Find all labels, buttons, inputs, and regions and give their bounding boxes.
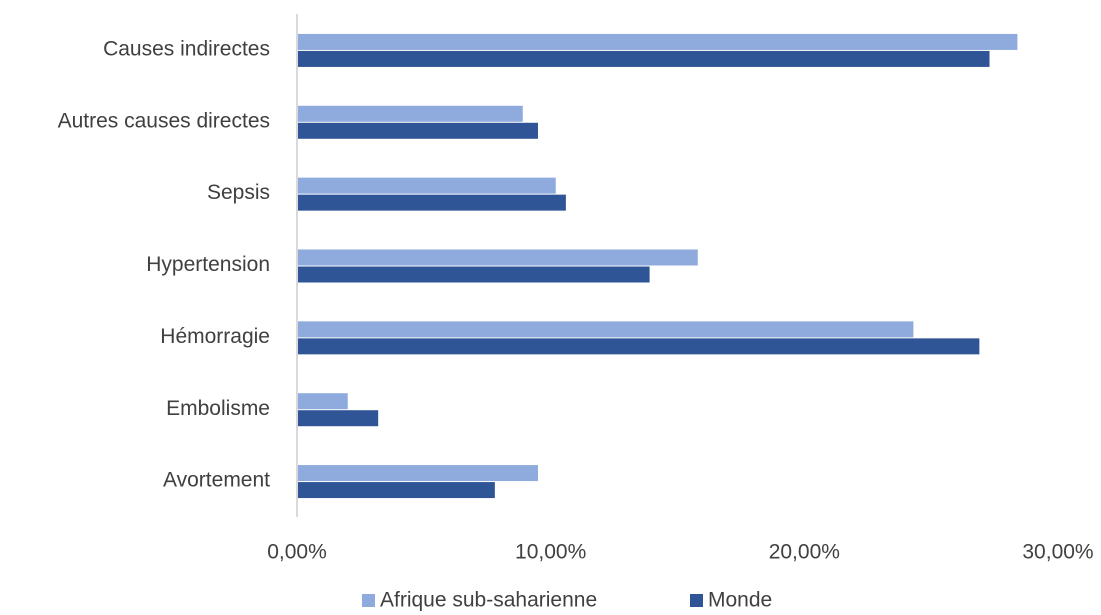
bar (297, 249, 698, 266)
x-tick-label: 0,00% (267, 541, 327, 564)
bar (297, 194, 566, 211)
bar (297, 410, 379, 427)
bar (297, 266, 650, 283)
bar (297, 338, 980, 355)
legend-swatch (362, 594, 375, 607)
bar (297, 50, 990, 67)
bar (297, 465, 538, 482)
bar (297, 33, 1018, 50)
bar (297, 105, 523, 122)
y-tick-label: Avortement (163, 469, 270, 492)
x-tick-label: 10,00% (515, 541, 586, 564)
legend-swatch (690, 594, 703, 607)
legend-label: Monde (708, 589, 772, 612)
bar (297, 122, 538, 139)
y-tick-label: Hypertension (146, 253, 270, 276)
legend-label: Afrique sub-saharienne (380, 589, 597, 612)
x-tick-label: 30,00% (1022, 541, 1093, 564)
y-tick-label: Hémorragie (160, 325, 270, 348)
bar (297, 321, 914, 338)
y-tick-label: Embolisme (166, 397, 270, 420)
x-tick-label: 20,00% (769, 541, 840, 564)
y-tick-label: Autres causes directes (58, 109, 270, 132)
bar (297, 393, 348, 410)
y-tick-label: Sepsis (207, 181, 270, 204)
bar (297, 177, 556, 194)
y-tick-label: Causes indirectes (103, 37, 270, 60)
bar (297, 482, 495, 499)
